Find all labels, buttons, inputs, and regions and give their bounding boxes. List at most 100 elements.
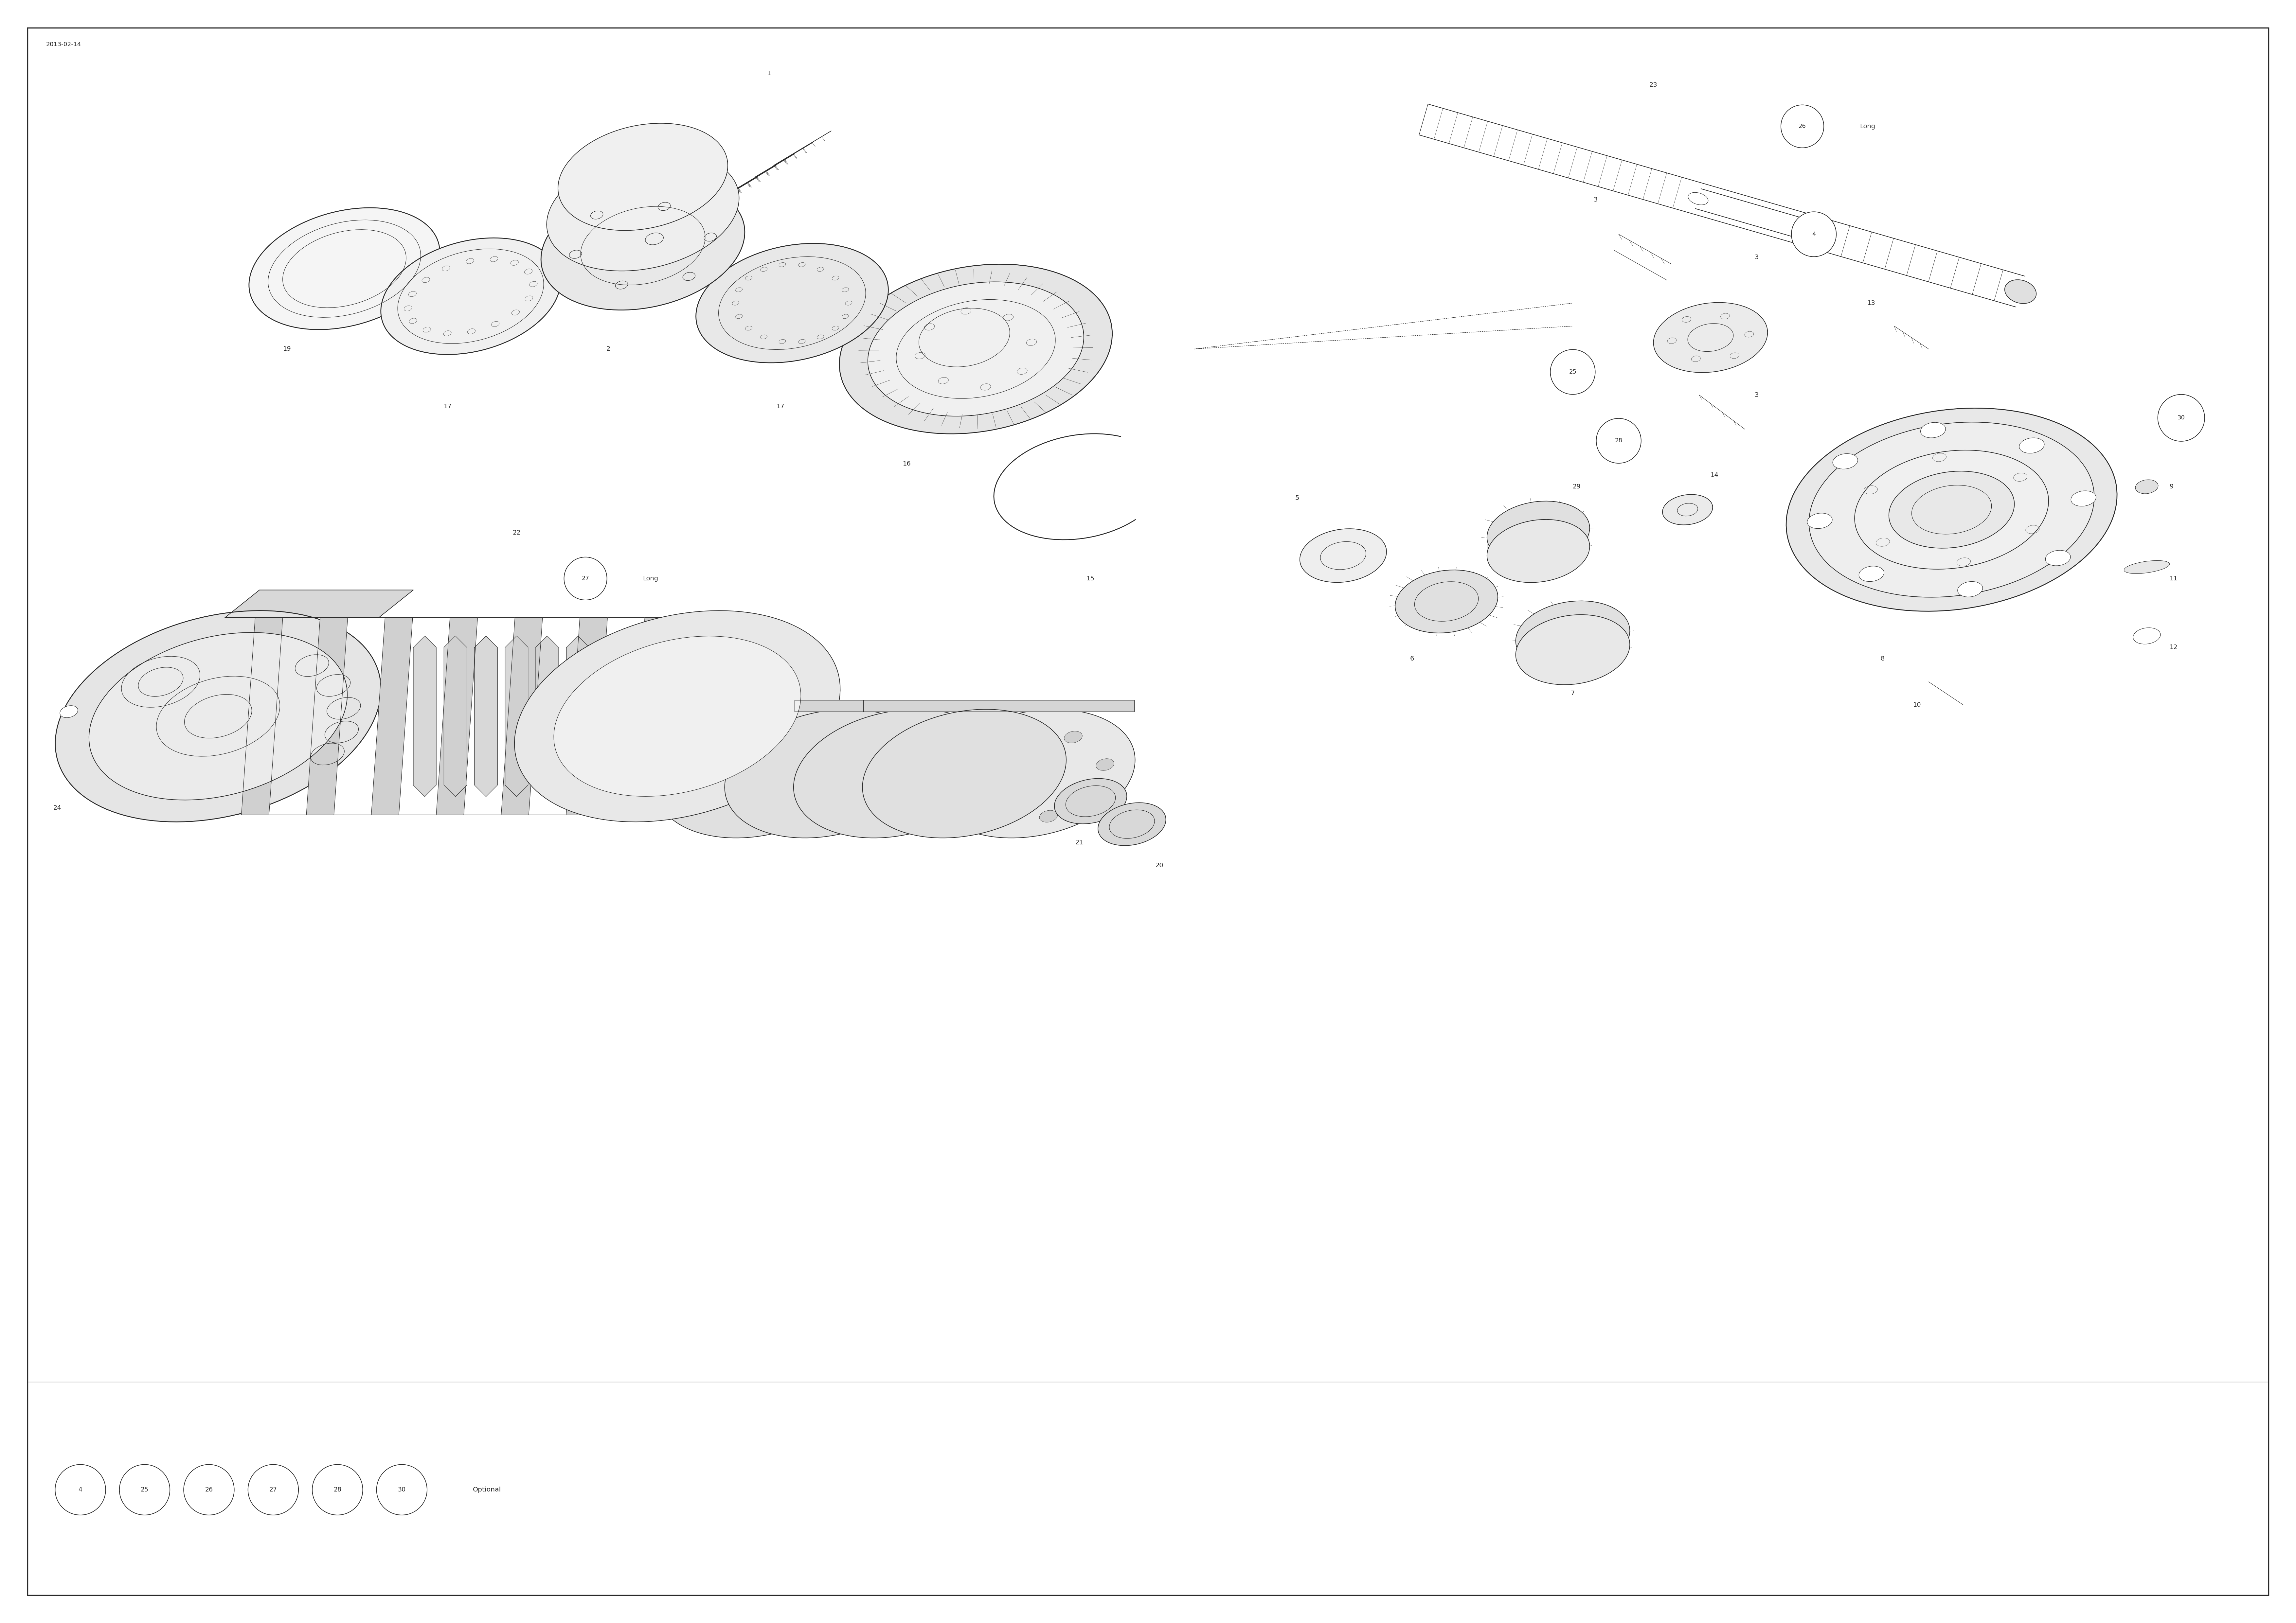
Ellipse shape xyxy=(1855,450,2048,570)
Circle shape xyxy=(1550,349,1596,394)
Ellipse shape xyxy=(1807,513,1832,529)
Text: 12: 12 xyxy=(2170,644,2179,651)
Ellipse shape xyxy=(2018,438,2043,453)
Ellipse shape xyxy=(840,265,1111,433)
Text: 17: 17 xyxy=(443,403,452,409)
Circle shape xyxy=(565,557,606,601)
Text: 17: 17 xyxy=(776,403,785,409)
Text: 1: 1 xyxy=(767,70,771,76)
Text: 29: 29 xyxy=(1573,484,1582,490)
Text: 8: 8 xyxy=(1880,656,1885,662)
Text: 3: 3 xyxy=(1593,196,1598,203)
Text: 16: 16 xyxy=(902,461,912,467)
Text: 3: 3 xyxy=(1754,255,1759,260)
Text: 6: 6 xyxy=(1410,656,1414,662)
Ellipse shape xyxy=(1786,407,2117,612)
Text: 4: 4 xyxy=(78,1487,83,1493)
Text: 15: 15 xyxy=(1086,576,1095,581)
Polygon shape xyxy=(225,591,413,617)
Circle shape xyxy=(1596,419,1642,463)
Ellipse shape xyxy=(1515,615,1630,685)
Text: 10: 10 xyxy=(1913,701,1922,708)
Ellipse shape xyxy=(542,182,744,310)
Polygon shape xyxy=(436,617,478,815)
Circle shape xyxy=(184,1464,234,1514)
Polygon shape xyxy=(241,617,282,815)
Text: 14: 14 xyxy=(1711,472,1720,479)
Ellipse shape xyxy=(863,709,1065,837)
Ellipse shape xyxy=(2004,279,2037,304)
Ellipse shape xyxy=(962,743,980,756)
Ellipse shape xyxy=(1958,581,1984,597)
Circle shape xyxy=(248,1464,298,1514)
Ellipse shape xyxy=(726,709,928,837)
Ellipse shape xyxy=(553,636,801,797)
Ellipse shape xyxy=(868,282,1084,415)
Text: 19: 19 xyxy=(282,346,292,352)
Ellipse shape xyxy=(546,151,739,271)
Ellipse shape xyxy=(657,709,859,837)
Ellipse shape xyxy=(1488,502,1589,565)
Ellipse shape xyxy=(2124,560,2170,573)
Ellipse shape xyxy=(1809,422,2094,597)
Ellipse shape xyxy=(514,610,840,821)
Text: 28: 28 xyxy=(1614,438,1623,443)
Ellipse shape xyxy=(1086,792,1104,803)
Ellipse shape xyxy=(953,777,971,789)
Text: 9: 9 xyxy=(2170,484,2174,490)
Polygon shape xyxy=(567,617,608,815)
Text: 23: 23 xyxy=(1649,81,1658,88)
Text: 7: 7 xyxy=(1570,690,1575,696)
Polygon shape xyxy=(305,617,347,815)
Ellipse shape xyxy=(1008,725,1026,737)
Text: 22: 22 xyxy=(512,529,521,536)
Ellipse shape xyxy=(1919,422,1945,438)
Text: 20: 20 xyxy=(1155,862,1164,868)
Text: Long: Long xyxy=(643,576,659,581)
Ellipse shape xyxy=(1054,779,1127,824)
Ellipse shape xyxy=(1515,601,1630,670)
Text: 2013-02-14: 2013-02-14 xyxy=(46,42,80,47)
Ellipse shape xyxy=(932,709,1134,837)
Circle shape xyxy=(119,1464,170,1514)
Text: 25: 25 xyxy=(140,1487,149,1493)
Text: 21: 21 xyxy=(1075,839,1084,846)
Circle shape xyxy=(377,1464,427,1514)
Ellipse shape xyxy=(1860,566,1885,581)
Circle shape xyxy=(1782,105,1823,148)
Ellipse shape xyxy=(1097,803,1166,846)
Polygon shape xyxy=(443,636,466,797)
Text: 3: 3 xyxy=(1754,391,1759,398)
Ellipse shape xyxy=(1095,758,1114,771)
Polygon shape xyxy=(413,636,436,797)
Ellipse shape xyxy=(60,706,78,717)
Ellipse shape xyxy=(1488,519,1589,583)
Text: 18: 18 xyxy=(654,128,664,135)
Polygon shape xyxy=(567,636,590,797)
Circle shape xyxy=(2158,394,2204,441)
Ellipse shape xyxy=(2071,490,2096,506)
Ellipse shape xyxy=(2046,550,2071,566)
Text: 28: 28 xyxy=(333,1487,342,1493)
Ellipse shape xyxy=(558,123,728,230)
Ellipse shape xyxy=(985,805,1003,816)
Text: 4: 4 xyxy=(1812,232,1816,237)
Ellipse shape xyxy=(2133,628,2161,644)
Ellipse shape xyxy=(248,208,441,329)
Polygon shape xyxy=(631,617,673,815)
Polygon shape xyxy=(794,700,1065,711)
Text: 30: 30 xyxy=(397,1487,406,1493)
Ellipse shape xyxy=(2135,480,2158,493)
Polygon shape xyxy=(501,617,542,815)
Text: 25: 25 xyxy=(1568,368,1577,375)
Polygon shape xyxy=(657,700,928,711)
Polygon shape xyxy=(505,636,528,797)
Text: 30: 30 xyxy=(2177,415,2186,420)
Circle shape xyxy=(55,1464,106,1514)
Ellipse shape xyxy=(55,610,381,821)
Text: 13: 13 xyxy=(1867,300,1876,307)
Circle shape xyxy=(1791,211,1837,256)
Ellipse shape xyxy=(1662,495,1713,524)
Polygon shape xyxy=(535,636,558,797)
Ellipse shape xyxy=(1063,730,1081,743)
